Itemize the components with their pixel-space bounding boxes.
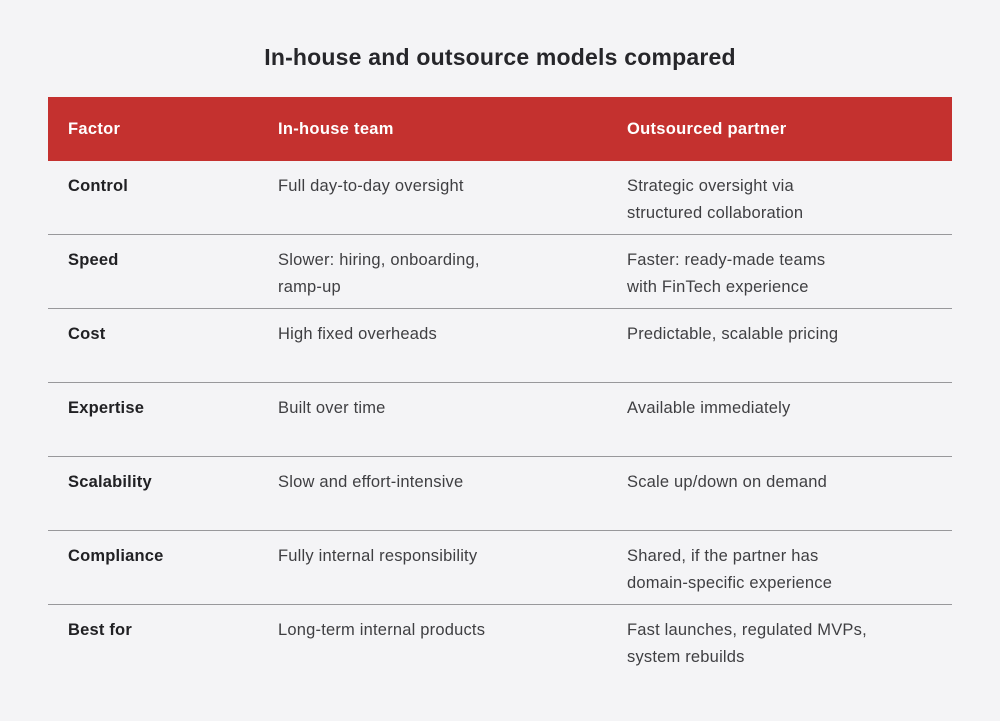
table-row: Scalability Slow and effort-intensive Sc… (48, 457, 952, 531)
table-row: Best for Long-term internal products Fas… (48, 605, 952, 679)
row-inhouse-value: Slower: hiring, onboarding, ramp-up (278, 251, 480, 296)
row-factor-label: Scalability (68, 473, 152, 491)
row-factor-label: Speed (68, 251, 119, 269)
row-factor-label: Best for (68, 621, 132, 639)
table-row: Control Full day-to-day oversight Strate… (48, 161, 952, 235)
page-title: In-house and outsource models compared (264, 44, 736, 70)
comparison-table: Factor In-house team Outsourced partner … (48, 97, 952, 679)
table-header-row: Factor In-house team Outsourced partner (48, 97, 952, 161)
row-inhouse-value: High fixed overheads (278, 325, 438, 343)
table-row: Expertise Built over time Available imme… (48, 383, 952, 457)
row-outsourced-value: Available immediately (627, 399, 791, 417)
row-outsourced-value: Shared, if the partner has domain-specif… (627, 547, 833, 592)
row-inhouse-value: Slow and effort-intensive (278, 473, 464, 491)
row-outsourced-value: Faster: ready-made teams with FinTech ex… (627, 251, 826, 296)
row-outsourced-value: Fast launches, regulated MVPs, system re… (627, 621, 867, 666)
row-outsourced-value: Scale up/down on demand (627, 473, 827, 491)
table-row: Compliance Fully internal responsibility… (48, 531, 952, 605)
table-row: Speed Slower: hiring, onboarding, ramp-u… (48, 235, 952, 309)
column-header-outsourced: Outsourced partner (627, 119, 787, 138)
column-header-inhouse: In-house team (278, 119, 394, 138)
row-inhouse-value: Built over time (278, 399, 386, 417)
row-inhouse-value: Full day-to-day oversight (278, 177, 464, 195)
row-outsourced-value: Predictable, scalable pricing (627, 325, 839, 343)
row-factor-label: Cost (68, 325, 106, 343)
row-inhouse-value: Long-term internal products (278, 621, 486, 639)
row-factor-label: Expertise (68, 399, 145, 417)
row-factor-label: Compliance (68, 547, 164, 565)
table-row: Cost High fixed overheads Predictable, s… (48, 309, 952, 383)
row-factor-label: Control (68, 177, 129, 195)
row-inhouse-value: Fully internal responsibility (278, 547, 478, 565)
column-header-factor: Factor (68, 119, 121, 138)
row-outsourced-value: Strategic oversight via structured colla… (627, 177, 804, 222)
